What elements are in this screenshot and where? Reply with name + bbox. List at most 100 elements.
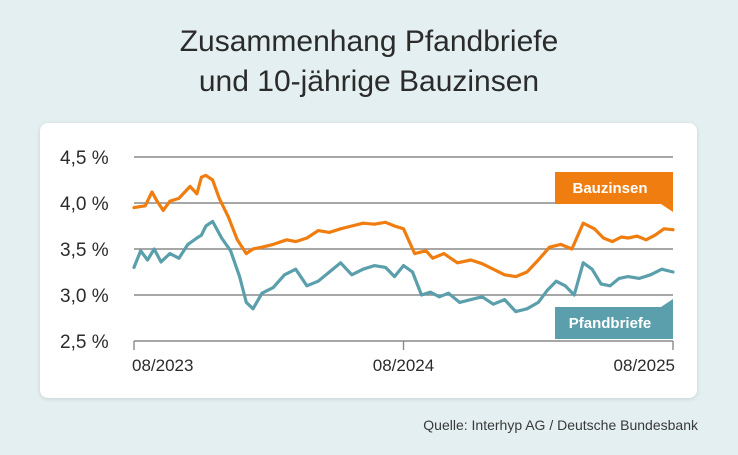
data-point-bauzinsen bbox=[514, 275, 518, 278]
data-point-pfandbriefe bbox=[271, 286, 275, 289]
data-point-pfandbriefe bbox=[195, 236, 199, 240]
data-point-bauzinsen bbox=[671, 228, 675, 232]
data-point-bauzinsen bbox=[244, 252, 248, 256]
data-point-pfandbriefe bbox=[305, 284, 309, 288]
series-label-tag-bauzinsen bbox=[555, 172, 673, 212]
data-point-bauzinsen bbox=[168, 199, 172, 203]
data-point-pfandbriefe bbox=[238, 275, 242, 278]
data-point-pfandbriefe bbox=[146, 258, 149, 262]
x-tick-label: 08/2025 bbox=[614, 356, 675, 375]
data-point-pfandbriefe bbox=[572, 293, 576, 297]
data-point-bauzinsen bbox=[217, 197, 221, 200]
data-point-pfandbriefe bbox=[491, 302, 495, 306]
series-label-tag-pfandbriefe bbox=[555, 299, 673, 339]
data-point-bauzinsen bbox=[235, 238, 239, 242]
data-point-pfandbriefe bbox=[660, 267, 664, 271]
data-point-bauzinsen bbox=[132, 206, 136, 209]
data-point-bauzinsen bbox=[200, 175, 203, 179]
data-point-pfandbriefe bbox=[339, 261, 342, 265]
data-point-pfandbriefe bbox=[554, 279, 558, 283]
chart-card: 4,5 % 4,0 % 3,5 % 3,0 % 2,5 % 08/2023 08/2024 0… bbox=[40, 123, 697, 398]
data-point-bauzinsen bbox=[525, 270, 529, 274]
data-point-bauzinsen bbox=[431, 256, 435, 260]
data-point-bauzinsen bbox=[548, 245, 551, 249]
data-point-pfandbriefe bbox=[617, 277, 621, 280]
data-point-bauzinsen bbox=[150, 190, 154, 194]
y-tick-label: 4,0 % bbox=[60, 194, 109, 215]
data-point-bauzinsen bbox=[177, 197, 181, 200]
data-point-pfandbriefe bbox=[599, 282, 603, 286]
data-point-pfandbriefe bbox=[438, 295, 441, 299]
data-point-pfandbriefe bbox=[211, 220, 215, 223]
data-point-bauzinsen bbox=[480, 262, 484, 266]
data-point-bauzinsen bbox=[211, 178, 215, 182]
data-point-pfandbriefe bbox=[626, 275, 630, 278]
data-point-bauzinsen bbox=[593, 227, 596, 231]
data-point-bauzinsen bbox=[469, 258, 473, 262]
data-point-bauzinsen bbox=[328, 231, 331, 234]
data-point-pfandbriefe bbox=[200, 233, 203, 237]
series-label-pfandbriefe: Pfandbriefe bbox=[569, 315, 652, 332]
data-point-pfandbriefe bbox=[525, 307, 529, 311]
data-point-bauzinsen bbox=[611, 240, 614, 243]
data-point-bauzinsen bbox=[662, 227, 666, 231]
data-point-bauzinsen bbox=[581, 221, 585, 225]
data-point-bauzinsen bbox=[626, 236, 630, 240]
data-point-bauzinsen bbox=[602, 236, 605, 240]
chart-title-line2: und 10-jährige Bauzinsen bbox=[198, 65, 540, 98]
data-point-bauzinsen bbox=[361, 221, 365, 225]
data-point-bauzinsen bbox=[294, 240, 298, 243]
data-point-pfandbriefe bbox=[152, 247, 156, 251]
data-point-pfandbriefe bbox=[328, 270, 331, 274]
chart-title-line1: Zusammenhang Pfandbriefe bbox=[179, 25, 559, 58]
y-tick-label: 4,5 % bbox=[60, 148, 109, 169]
data-point-bauzinsen bbox=[570, 247, 574, 251]
data-point-pfandbriefe bbox=[411, 270, 414, 274]
data-point-bauzinsen bbox=[271, 243, 275, 246]
line-chart: 4,5 % 4,0 % 3,5 % 3,0 % 2,5 % 08/2023 08/2024 0… bbox=[60, 148, 675, 375]
data-point-bauzinsen bbox=[653, 233, 657, 237]
data-point-bauzinsen bbox=[393, 224, 396, 228]
data-point-pfandbriefe bbox=[536, 301, 540, 304]
data-point-pfandbriefe bbox=[132, 266, 136, 269]
data-point-bauzinsen bbox=[635, 234, 639, 238]
data-point-pfandbriefe bbox=[590, 267, 594, 271]
data-point-pfandbriefe bbox=[294, 267, 298, 271]
data-point-bauzinsen bbox=[204, 174, 208, 177]
y-tick-label: 3,5 % bbox=[60, 240, 109, 261]
data-point-pfandbriefe bbox=[637, 277, 641, 280]
data-point-bauzinsen bbox=[285, 238, 289, 242]
data-point-pfandbriefe bbox=[563, 284, 567, 288]
data-point-bauzinsen bbox=[339, 227, 342, 231]
data-point-pfandbriefe bbox=[608, 284, 612, 288]
series-line-pfandbriefe bbox=[132, 219, 675, 314]
data-point-bauzinsen bbox=[456, 261, 459, 265]
data-point-pfandbriefe bbox=[429, 290, 432, 294]
data-point-bauzinsen bbox=[161, 209, 165, 212]
data-point-pfandbriefe bbox=[581, 261, 585, 265]
data-point-bauzinsen bbox=[143, 204, 147, 208]
data-point-pfandbriefe bbox=[480, 295, 484, 299]
data-point-pfandbriefe bbox=[177, 256, 181, 260]
data-point-pfandbriefe bbox=[361, 267, 365, 271]
data-point-pfandbriefe bbox=[350, 273, 354, 277]
x-tick-label: 08/2024 bbox=[373, 356, 434, 375]
data-point-bauzinsen bbox=[503, 273, 506, 277]
data-point-bauzinsen bbox=[195, 192, 199, 196]
data-point-bauzinsen bbox=[619, 235, 623, 239]
data-point-pfandbriefe bbox=[283, 273, 286, 277]
data-point-pfandbriefe bbox=[393, 275, 396, 278]
data-point-pfandbriefe bbox=[514, 310, 518, 313]
data-point-bauzinsen bbox=[260, 245, 264, 249]
data-point-bauzinsen bbox=[316, 229, 320, 232]
source-note: Quelle: Interhyp AG / Deutsche Bundesban… bbox=[423, 417, 698, 433]
data-point-pfandbriefe bbox=[139, 249, 143, 253]
data-point-bauzinsen bbox=[350, 224, 354, 228]
data-point-pfandbriefe bbox=[186, 243, 190, 246]
data-point-pfandbriefe bbox=[458, 301, 461, 304]
y-tick-label: 2,5 % bbox=[60, 332, 109, 353]
data-point-pfandbriefe bbox=[469, 298, 473, 301]
data-point-pfandbriefe bbox=[545, 289, 549, 292]
data-point-pfandbriefe bbox=[251, 307, 255, 311]
data-point-bauzinsen bbox=[559, 243, 563, 246]
